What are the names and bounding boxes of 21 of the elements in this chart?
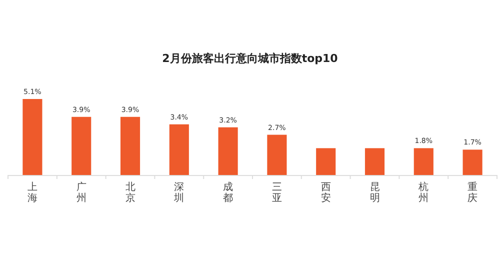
chart-title: 2月份旅客出行意向城市指数top10	[162, 52, 338, 65]
x-tick-label: 杭州	[418, 181, 429, 204]
bar	[22, 99, 42, 175]
x-tick-label: 西安	[320, 182, 331, 204]
bar	[364, 148, 385, 175]
bar	[316, 148, 336, 175]
bar	[120, 116, 140, 175]
bar	[267, 134, 287, 175]
x-tick-label: 重庆	[468, 181, 478, 204]
bar	[462, 150, 482, 175]
bar	[218, 127, 238, 175]
x-tick-label: 昆明	[370, 182, 380, 204]
x-tick-label: 成都	[223, 181, 234, 204]
bar	[414, 148, 434, 175]
x-tick-label: 深圳	[173, 181, 184, 204]
x-tick-label: 广州	[76, 181, 86, 204]
x-tick-label: 上海	[27, 181, 38, 204]
x-tick-label: 北京	[125, 181, 136, 204]
bar	[72, 116, 92, 175]
x-tick-label: 三亚	[272, 182, 282, 204]
bar	[169, 124, 189, 175]
